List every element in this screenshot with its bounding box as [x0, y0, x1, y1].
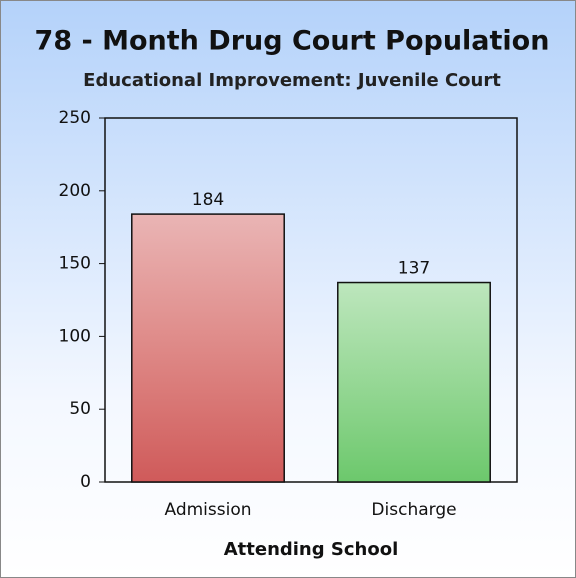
x-tick-label: Discharge — [371, 500, 456, 520]
bar — [131, 213, 285, 483]
y-tick-label: 0 — [80, 472, 91, 492]
y-tick-label: 200 — [59, 181, 91, 201]
chart-title: 78 - Month Drug Court Population — [35, 26, 550, 57]
value-label: 137 — [398, 259, 430, 279]
x-tick-label: Admission — [164, 500, 251, 520]
bar — [337, 281, 491, 483]
chart-subtitle: Educational Improvement: Juvenile Court — [83, 70, 501, 91]
y-tick-label: 150 — [59, 254, 91, 274]
value-label: 184 — [192, 190, 224, 210]
x-axis-label: Attending School — [224, 539, 399, 560]
y-tick-label: 50 — [69, 399, 91, 419]
y-tick-label: 250 — [59, 108, 91, 128]
y-tick-label: 100 — [59, 326, 91, 346]
plot-area — [104, 117, 518, 483]
